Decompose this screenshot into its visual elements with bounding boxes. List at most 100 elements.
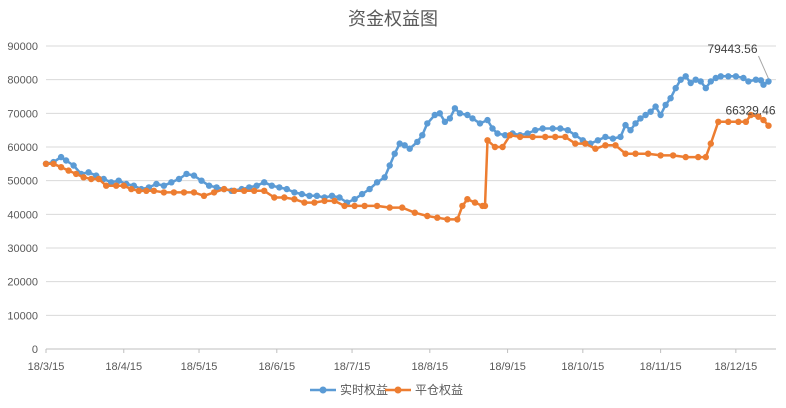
data-point [707,140,714,147]
x-tick-label: 18/8/15 [411,361,448,373]
data-point [261,187,268,194]
x-tick-label: 18/12/15 [714,361,757,373]
data-point [760,116,767,124]
x-tick-label: 18/6/15 [258,361,295,373]
data-point [42,160,50,167]
data-point [160,189,168,196]
data-point [85,169,92,176]
data-point [702,153,709,161]
data-point [241,187,248,194]
x-tick-label: 18/3/15 [28,361,65,373]
data-point [253,182,260,189]
gridlines [46,45,776,350]
data-point [113,182,120,189]
data-point [644,150,652,157]
data-point [311,199,318,206]
legend-swatch-marker [319,386,327,394]
series-realtime-equity [42,73,772,206]
data-point [459,202,466,210]
data-point [386,162,393,169]
data-point [411,209,418,216]
data-point [341,202,348,210]
y-tick-label: 60000 [7,142,38,154]
data-point [745,78,752,85]
data-point [336,194,343,201]
data-point [564,127,571,134]
data-point [446,115,454,122]
data-point [65,167,72,174]
data-point [717,73,724,80]
data-label-closed: 66329.46 [725,104,775,118]
data-point [361,202,368,210]
legend-item: 平仓权益 [385,383,463,397]
data-point [542,133,549,141]
data-point [562,133,569,141]
data-point [464,196,471,203]
data-point [210,189,218,196]
data-point [592,145,599,152]
data-point [386,204,393,211]
data-point [50,160,57,167]
data-point [291,196,298,203]
legend-label: 实时权益 [340,382,388,397]
data-point [647,108,654,115]
data-point [153,180,160,188]
legend-swatch-marker [394,386,402,394]
data-point [484,116,491,124]
data-point [431,111,438,119]
data-point [501,132,509,139]
data-point [557,125,564,132]
data-point [80,174,87,181]
data-point [331,197,338,205]
data-point [622,150,629,157]
series-line [46,113,770,221]
data-point [373,202,381,210]
data-point [268,182,275,189]
data-point [707,78,714,85]
data-point [642,111,649,119]
data-point [230,187,238,194]
legend-item: 实时权益 [310,382,388,397]
x-tick-label: 18/7/15 [334,361,371,373]
data-point [732,73,740,80]
data-point [128,185,135,193]
data-point [682,73,689,80]
leader-line [758,55,769,79]
data-point [516,133,524,141]
data-point [321,197,328,205]
data-point [414,138,421,146]
data-point [419,132,426,139]
data-point [168,179,175,186]
data-point [456,110,464,117]
data-point [190,172,198,179]
data-point [687,79,694,87]
data-point [752,76,760,83]
data-point [632,150,639,157]
data-point [391,150,398,157]
data-point [765,78,772,85]
data-point [115,177,122,184]
data-point [637,115,644,122]
data-point [632,120,639,127]
data-point [657,111,664,119]
data-point [582,140,589,147]
data-point [549,125,556,132]
data-point [441,118,449,126]
data-point [143,187,150,194]
data-point [481,202,489,210]
data-point [657,152,664,159]
data-point [291,189,298,196]
data-point [529,133,536,141]
data-point [198,177,205,184]
data-point [702,84,709,92]
data-point [532,127,539,134]
data-point [506,132,514,139]
data-point [301,199,308,206]
data-point [135,187,142,194]
y-tick-label: 50000 [7,176,38,188]
data-point [697,78,704,85]
data-point [667,95,674,102]
data-point [464,111,471,119]
data-point [220,185,228,193]
